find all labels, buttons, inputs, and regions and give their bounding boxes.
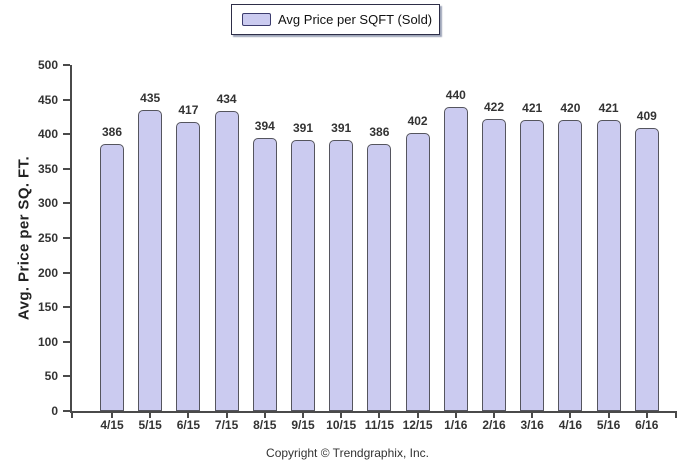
legend-label: Avg Price per SQFT (Sold)	[278, 12, 433, 27]
x-tick-mark	[645, 413, 648, 418]
y-tick-mark	[63, 133, 70, 136]
y-tick-mark	[63, 237, 70, 239]
y-tick-label: 0	[51, 404, 58, 418]
x-tick-mark	[340, 413, 343, 418]
y-tick-label: 250	[37, 231, 58, 245]
x-tick-mark	[378, 413, 381, 418]
bar	[443, 106, 468, 411]
bar	[176, 122, 201, 411]
y-tick-label: 50	[44, 369, 58, 384]
plot-area: 0 50 100 150 200 250 300 350 400 450 500 386 4/15 435…	[38, 58, 677, 432]
x-tick-mark	[187, 413, 190, 418]
bar	[558, 120, 583, 411]
x-tick-mark	[225, 413, 228, 418]
bar	[634, 127, 659, 411]
bar	[482, 118, 506, 411]
y-tick-mark	[63, 167, 70, 170]
bar-value-label: 434	[216, 91, 237, 106]
x-tick-mark	[607, 413, 610, 418]
y-tick-label: 150	[37, 300, 58, 315]
y-tick-mark	[63, 271, 70, 274]
y-tick-label: 350	[37, 161, 58, 176]
x-tick-mark	[454, 413, 457, 418]
x-tick-label: 1/16	[444, 418, 468, 432]
y-tick-mark	[63, 410, 70, 412]
bar-value-label: 420	[560, 101, 581, 116]
x-tick-mark	[675, 413, 677, 418]
x-tick-label: 6/16	[635, 418, 659, 432]
bar-value-label: 391	[331, 121, 352, 136]
bar	[252, 138, 277, 411]
x-tick-label: 5/16	[596, 418, 621, 432]
bar-value-label: 409	[636, 108, 657, 123]
bar-value-label: 417	[178, 103, 199, 118]
bar-value-label: 386	[101, 124, 123, 139]
x-tick-mark	[149, 413, 152, 418]
y-tick-label: 400	[37, 127, 58, 142]
bar-value-label: 422	[483, 99, 505, 114]
x-tick-label: 2/16	[482, 418, 506, 432]
y-tick-mark	[63, 64, 70, 66]
x-tick-label: 12/15	[402, 418, 433, 432]
bar-value-label: 440	[445, 87, 466, 102]
bar	[596, 119, 621, 411]
y-tick-label: 450	[37, 92, 58, 107]
y-tick-label: 300	[37, 196, 58, 211]
x-tick-mark	[416, 413, 419, 418]
legend-swatch-icon	[242, 13, 271, 26]
x-tick-label: 3/16	[520, 418, 544, 432]
copyright-text: Copyright © Trendgraphix, Inc.	[266, 446, 429, 460]
x-tick-label: 7/15	[214, 418, 239, 432]
y-tick-mark	[63, 340, 70, 343]
y-tick-label: 200	[37, 265, 58, 280]
x-tick-mark	[302, 413, 304, 418]
x-tick-label: 8/15	[253, 418, 277, 432]
x-tick-mark	[71, 413, 73, 418]
bar	[214, 110, 239, 411]
bar-value-label: 421	[522, 100, 543, 115]
y-tick-mark	[63, 375, 70, 378]
x-tick-mark	[531, 413, 534, 418]
x-tick-mark	[263, 413, 266, 418]
bar	[291, 140, 315, 411]
x-tick-label: 9/15	[291, 418, 315, 432]
bar-value-label: 421	[598, 100, 619, 115]
bar	[329, 140, 354, 411]
bar-value-label: 402	[407, 113, 428, 128]
bar-value-label: 391	[292, 121, 314, 136]
x-tick-mark	[111, 413, 113, 418]
x-tick-mark	[569, 413, 572, 418]
x-tick-label: 5/15	[138, 418, 162, 432]
bar	[138, 109, 163, 411]
bar	[367, 143, 392, 411]
y-tick-mark	[63, 202, 70, 205]
x-tick-label: 10/15	[326, 418, 357, 432]
y-tick-label: 500	[37, 58, 58, 72]
x-tick-label: 4/16	[558, 418, 583, 432]
bar-value-label: 435	[140, 90, 161, 105]
bar	[520, 119, 545, 411]
y-tick-label: 100	[37, 334, 58, 349]
bar-value-label: 394	[254, 119, 275, 134]
x-tick-mark	[493, 413, 495, 418]
y-tick-mark	[63, 306, 70, 309]
x-tick-label: 11/15	[364, 418, 395, 432]
bar-value-label: 386	[369, 124, 390, 139]
bar	[100, 143, 124, 411]
legend: Avg Price per SQFT (Sold)	[231, 4, 440, 35]
x-tick-label: 6/15	[176, 418, 201, 432]
bar	[405, 132, 430, 411]
x-tick-label: 4/15	[100, 418, 124, 432]
y-tick-mark	[63, 98, 70, 101]
